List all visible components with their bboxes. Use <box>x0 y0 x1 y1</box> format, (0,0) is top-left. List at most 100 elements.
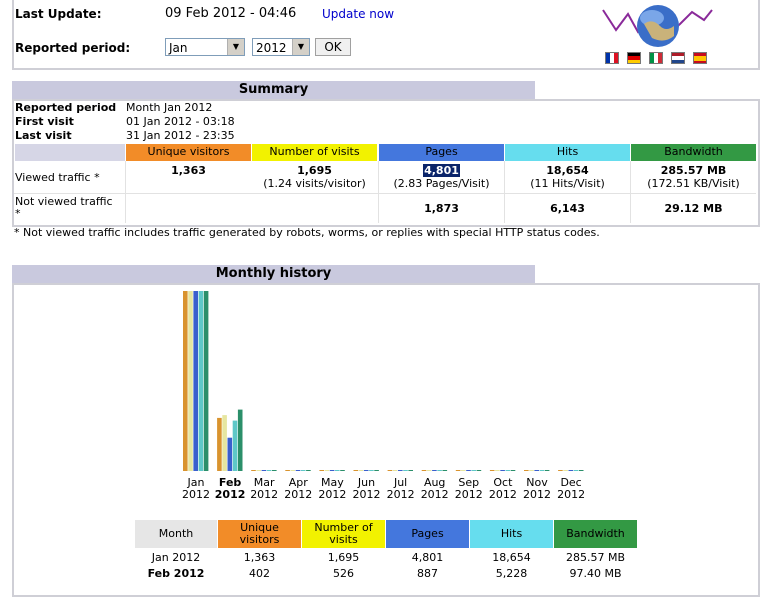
month-label-name: Sep <box>458 476 480 489</box>
bar-pages-5 <box>363 470 369 471</box>
bar-hits-8 <box>471 470 476 471</box>
month-label: Dec 2012 <box>551 477 591 501</box>
bar-bandwidth-1 <box>237 409 243 471</box>
bar-bandwidth-0 <box>203 291 209 471</box>
month-label: Mar 2012 <box>244 477 284 501</box>
bar-number-of-visits-4 <box>324 470 330 471</box>
history-cell-unique: 402 <box>249 567 270 580</box>
month-label-name: Nov <box>526 476 548 489</box>
month-select[interactable]: Jan ▼ <box>165 38 245 56</box>
bar-hits-10 <box>539 470 545 471</box>
viewed-visits: 1,695 <box>297 164 332 177</box>
header-hits: Hits <box>505 144 630 161</box>
flag-it-icon[interactable] <box>649 52 663 64</box>
bar-unique-visitors-7 <box>421 470 427 471</box>
bar-number-of-visits-0 <box>188 291 193 471</box>
month-label-name: Jul <box>393 476 408 489</box>
bar-hits-4 <box>335 470 340 471</box>
chevron-down-icon[interactable]: ▼ <box>292 39 309 55</box>
bar-hits-7 <box>437 470 442 471</box>
bar-pages-9 <box>500 470 505 471</box>
month-label-year: 2012 <box>352 488 381 501</box>
viewed-traffic-label: Viewed traffic * <box>15 171 100 184</box>
not-viewed-hits: 6,143 <box>550 202 585 215</box>
bar-pages-0 <box>193 291 198 471</box>
month-label: Jan 2012 <box>176 477 216 501</box>
not-viewed-bandwidth: 29.12 MB <box>664 202 723 215</box>
month-label-year: 2012 <box>557 488 586 501</box>
month-label-name: May <box>321 476 344 489</box>
viewed-hits-sub: (11 Hits/Visit) <box>530 177 605 190</box>
summary-row-divider <box>14 193 756 194</box>
month-label-year: 2012 <box>420 488 449 501</box>
bar-number-of-visits-8 <box>461 470 466 471</box>
bar-unique-visitors-11 <box>558 470 563 471</box>
flag-es-icon[interactable] <box>693 52 707 64</box>
month-label: Sep 2012 <box>449 477 489 501</box>
bar-pages-6 <box>398 470 403 471</box>
bar-number-of-visits-10 <box>529 470 534 471</box>
viewed-visits-sub: (1.24 visits/visitor) <box>263 177 366 190</box>
update-now-link[interactable]: Update now <box>322 7 395 21</box>
not-viewed-pages: 1,873 <box>424 202 459 215</box>
bar-number-of-visits-3 <box>290 470 296 471</box>
awstats-logo-icon <box>602 5 713 47</box>
month-label-year: 2012 <box>318 488 347 501</box>
month-label-name: Jun <box>357 476 376 489</box>
viewed-pages: 4,801 <box>379 164 504 177</box>
bar-bandwidth-3 <box>306 470 311 471</box>
month-label-year: 2012 <box>284 488 313 501</box>
flag-de-icon[interactable] <box>627 52 641 64</box>
month-label-name: Dec <box>560 476 582 489</box>
bar-bandwidth-4 <box>340 470 345 471</box>
first-visit-label: First visit <box>15 115 74 128</box>
bar-number-of-visits-1 <box>222 415 227 471</box>
year-select[interactable]: 2012 ▼ <box>252 38 310 56</box>
month-label-name: Feb <box>218 476 242 489</box>
history-header-hits: Hits <box>470 520 553 548</box>
viewed-pages-value: 4,801 <box>423 164 460 177</box>
month-label: Aug 2012 <box>415 477 455 501</box>
history-cell-hits: 18,654 <box>492 551 531 564</box>
month-label-year: 2012 <box>250 488 279 501</box>
bar-pages-4 <box>329 470 335 471</box>
history-header-bandwidth: Bandwidth <box>554 520 637 548</box>
flag-fr-icon[interactable] <box>605 52 619 64</box>
monthly-history-chart <box>183 291 584 471</box>
history-cell-month: Feb 2012 <box>147 567 205 580</box>
bar-hits-5 <box>369 470 374 471</box>
month-label-year: 2012 <box>214 488 246 501</box>
bar-bandwidth-11 <box>578 470 584 471</box>
last-visit-label: Last visit <box>15 129 72 142</box>
history-cell-pages: 4,801 <box>411 551 444 564</box>
month-label: May 2012 <box>312 477 352 501</box>
bar-hits-6 <box>403 470 408 471</box>
bar-pages-7 <box>432 470 437 471</box>
bar-pages-1 <box>227 437 233 471</box>
bar-unique-visitors-3 <box>285 470 290 471</box>
month-label-name: Jan <box>187 476 205 489</box>
bar-hits-3 <box>300 470 306 471</box>
summary-header-blank <box>15 144 125 161</box>
not-viewed-traffic-label: Not viewed traffic * <box>15 195 113 220</box>
flag-nl-icon[interactable] <box>671 52 685 64</box>
history-cell-pages: 887 <box>417 567 438 580</box>
chevron-down-icon[interactable]: ▼ <box>227 39 244 55</box>
bar-number-of-visits-11 <box>563 470 568 471</box>
bar-unique-visitors-6 <box>387 470 393 471</box>
summary-col-divider <box>504 161 505 223</box>
bar-hits-2 <box>266 470 272 471</box>
reported-period-row-value: Month Jan 2012 <box>126 101 213 114</box>
bar-bandwidth-7 <box>442 470 448 471</box>
month-label: Jun 2012 <box>347 477 387 501</box>
first-visit-value: 01 Jan 2012 - 03:18 <box>126 115 235 128</box>
bar-bandwidth-5 <box>374 470 379 471</box>
month-label-name: Aug <box>423 476 446 489</box>
month-label-year: 2012 <box>488 488 517 501</box>
bar-number-of-visits-5 <box>358 470 364 471</box>
ok-button[interactable]: OK <box>315 38 351 56</box>
footnote: * Not viewed traffic includes traffic ge… <box>14 226 600 239</box>
bar-hits-11 <box>573 470 579 471</box>
summary-col-divider <box>630 161 631 223</box>
month-label: Feb 2012 <box>210 477 250 501</box>
